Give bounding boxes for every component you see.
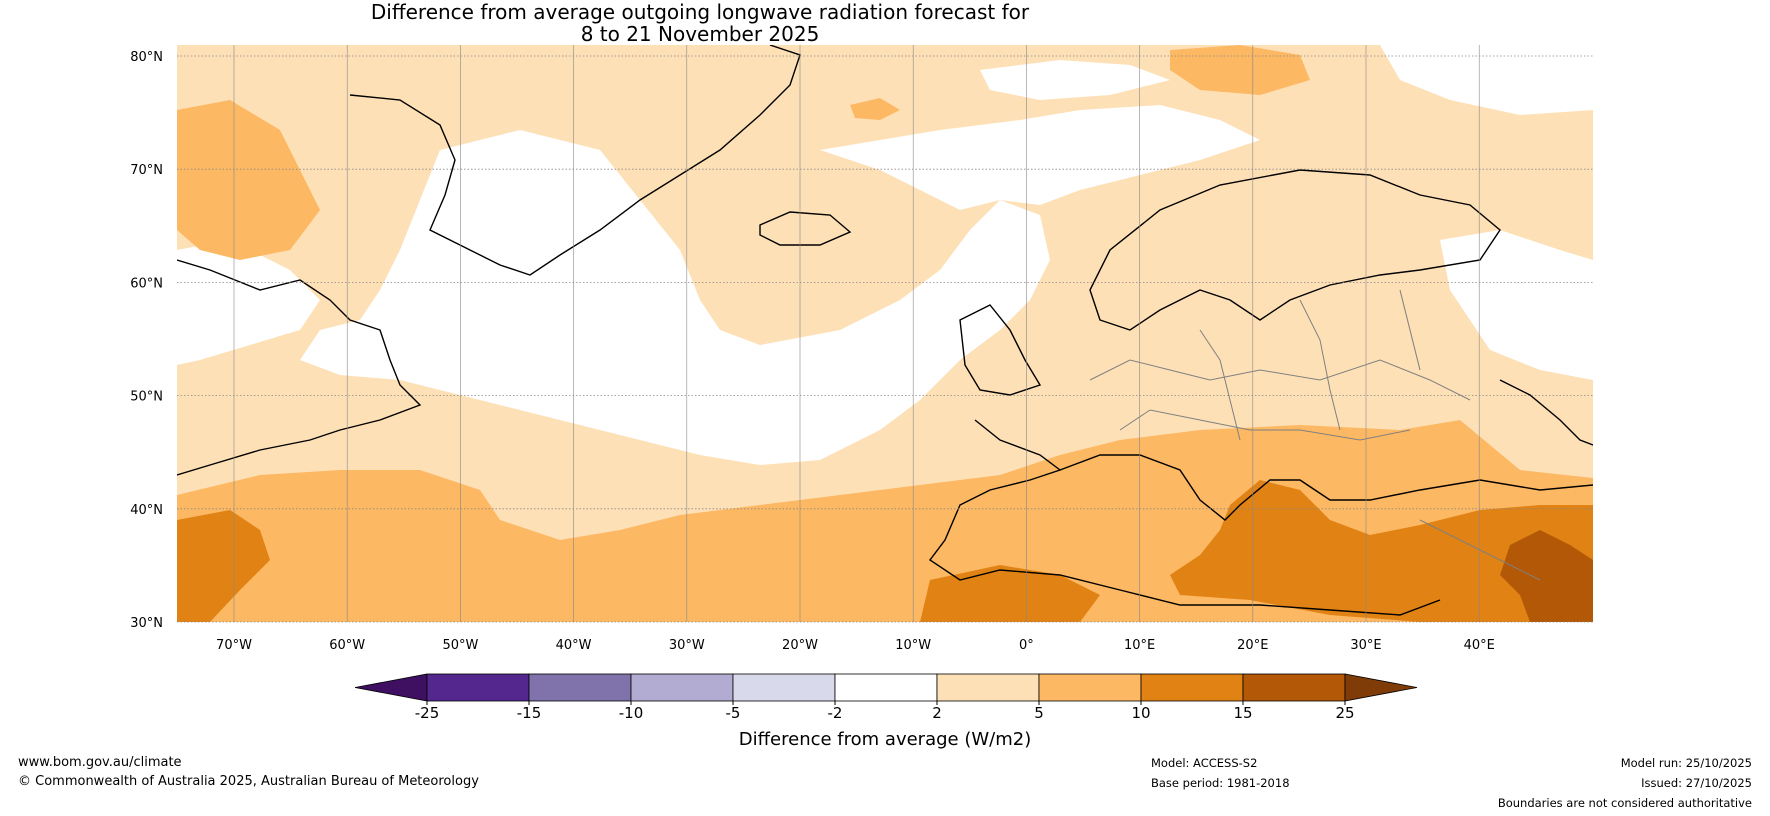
lon-label: 70°W [216,638,252,653]
colorbar-swatch [1140,673,1244,702]
colorbar-swatch [834,673,938,702]
anomaly-region-plus10-west [177,510,270,622]
colorbar-tick-label: -10 [619,704,644,722]
colorbar-tick-label: 15 [1233,704,1252,722]
footer-copyright: © Commonwealth of Australia 2025, Austra… [18,774,479,789]
longitude-labels: 70°W 60°W 50°W 40°W 30°W 20°W 10°W 0° 10°E 20°E 30… [216,638,1495,653]
lon-label: 10°E [1124,638,1155,653]
colorbar-tick-label: -5 [726,704,741,722]
lat-label: 40°N [130,503,163,518]
coastline-greenland [349,45,801,276]
footer-issued: Issued: 27/10/2025 [1641,776,1752,790]
map-title-line1: Difference from average outgoing longwav… [370,0,1030,24]
map-gridlines [177,45,1593,623]
coastline-iceland [759,211,852,246]
footer-model-run: Model run: 25/10/2025 [1620,756,1752,770]
anomaly-region-near-average-east [1440,230,1593,380]
anomaly-region-plus5-svalbard [1170,45,1310,95]
lat-label: 80°N [130,50,163,65]
lon-label: 60°W [329,638,365,653]
colorbar-swatch [528,673,632,702]
coastline-scandinavia [1089,169,1501,331]
anomaly-region-near-average-northeast [1380,45,1593,115]
colorbar-swatch [630,673,734,702]
lon-label: 40°W [556,638,592,653]
colorbar-tick-label: 25 [1335,704,1354,722]
coastline-east [1499,379,1593,446]
lat-label: 60°N [130,276,163,291]
map-title-line2: 8 to 21 November 2025 [580,22,820,46]
colorbar-extension-min [354,673,428,702]
anomaly-region-plus10-mediterranean [1170,480,1593,622]
lon-label: 50°W [442,638,478,653]
colorbar-swatch [936,673,1040,702]
lat-label: 70°N [130,163,163,178]
lon-label: 20°E [1237,638,1268,653]
colorbar-swatch [732,673,836,702]
colorbar-tick-label: -25 [415,704,440,722]
footer-base-period: Base period: 1981-2018 [1151,776,1290,790]
anomaly-region-near-average-arctic [980,60,1170,100]
coastline-british-isles [959,304,1042,396]
anomaly-region-plus5-small [850,98,900,120]
lon-label: 30°E [1350,638,1381,653]
colorbar-tick-label: -15 [517,704,542,722]
colorbar-tick-label: 5 [1034,704,1044,722]
lon-label: 20°W [782,638,818,653]
latitude-labels: 80°N 70°N 60°N 50°N 40°N 30°N [130,50,163,631]
colorbar-tick-label: 10 [1131,704,1150,722]
lon-label: 30°W [669,638,705,653]
colorbar-swatch [1242,673,1346,702]
colorbar: -25 -15 -10 -5 -2 2 5 10 15 25 [354,673,1418,722]
anomaly-region-near-average-north [820,105,1260,210]
footer-model: Model: ACCESS-S2 [1151,756,1258,770]
lon-label: 40°E [1464,638,1495,653]
anomaly-region-plus5-greenland [177,100,320,260]
lat-label: 50°N [130,390,163,405]
coastline-europe-south [1059,454,1593,521]
anomaly-region-near-average-atlantic [300,130,1050,465]
colorbar-swatch [426,673,530,702]
coastlines [177,45,1593,616]
anomaly-region-plus15-middleeast [1500,530,1593,622]
map-plot-area [177,45,1593,622]
coastline-iberia-africa [928,419,1441,616]
coastline-north-america [177,259,422,476]
lat-label: 30°N [130,616,163,631]
colorbar-swatch [1038,673,1142,702]
colorbar-tick-label: 2 [932,704,942,722]
colorbar-tick-label: -2 [828,704,843,722]
colorbar-extension-max [1344,673,1418,702]
footer-boundaries-note: Boundaries are not considered authoritat… [1497,796,1752,810]
country-borders [1089,289,1541,581]
colorbar-label: Difference from average (W/m2) [739,729,1031,750]
lon-label: 10°W [895,638,931,653]
lon-label: 0° [1019,638,1034,653]
footer-website[interactable]: www.bom.gov.au/climate [18,755,182,770]
